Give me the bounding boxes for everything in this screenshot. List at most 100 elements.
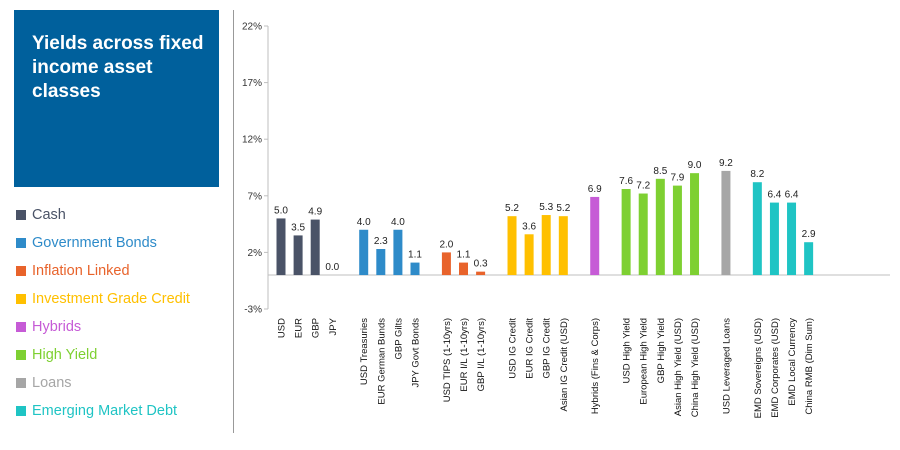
data-label: 6.4 — [785, 190, 799, 201]
x-tick-label: USD — [277, 318, 288, 338]
x-tick-label: GBP I/L (1-10yrs) — [476, 318, 487, 391]
legend-swatch — [16, 378, 26, 388]
legend-swatch — [16, 266, 26, 276]
bar — [359, 229, 369, 276]
legend-item: Inflation Linked — [14, 261, 229, 289]
bar — [459, 262, 469, 276]
bar — [276, 218, 286, 276]
bar — [721, 170, 731, 276]
bar — [804, 242, 814, 276]
data-label: 5.2 — [505, 203, 519, 214]
bar — [558, 216, 568, 276]
bar — [690, 173, 700, 276]
y-tick-label: 12% — [242, 135, 262, 146]
bar — [590, 196, 600, 276]
legend-label: Emerging Market Debt — [32, 403, 178, 419]
data-label: 0.0 — [325, 262, 339, 273]
bar — [293, 235, 303, 276]
x-tick-label: EUR I/L (1-10yrs) — [459, 318, 470, 392]
data-label: 2.9 — [802, 229, 816, 240]
legend-label: Government Bonds — [32, 235, 157, 251]
bar — [476, 271, 486, 276]
legend-item: Government Bonds — [14, 233, 229, 261]
legend-label: Inflation Linked — [32, 263, 130, 279]
legend-item: Investment Grade Credit — [14, 289, 229, 317]
x-tick-label: EMD Sovereigns (USD) — [753, 318, 764, 418]
data-label: 4.0 — [357, 217, 371, 228]
x-tick-label: EUR — [294, 318, 305, 338]
legend-swatch — [16, 350, 26, 360]
data-label: 9.2 — [719, 158, 733, 169]
bar — [752, 182, 762, 276]
bar — [376, 249, 386, 276]
data-label: 3.5 — [291, 222, 305, 233]
x-tick-label: Asian IG Credit (USD) — [559, 318, 570, 411]
x-tick-label: Hybrids (Fins & Corps) — [590, 318, 601, 414]
legend-label: High Yield — [32, 347, 98, 363]
x-tick-label: GBP Gilts — [393, 318, 404, 360]
data-label: 7.6 — [619, 176, 633, 187]
bar — [621, 189, 631, 276]
bar — [441, 252, 451, 276]
bar — [524, 234, 534, 276]
x-tick-label: China RMB (Dim Sum) — [804, 318, 815, 415]
x-tick-label: USD High Yield — [622, 318, 633, 383]
y-tick-label: 2% — [248, 248, 263, 259]
x-tick-label: JPY Govt Bonds — [411, 318, 422, 388]
bar — [507, 216, 517, 276]
y-tick-label: -3% — [244, 305, 262, 316]
legend-swatch — [16, 322, 26, 332]
bar — [672, 185, 682, 276]
bar — [655, 178, 665, 276]
title-box: Yields across fixed income asset classes — [14, 10, 219, 187]
x-tick-label: GBP IG Credit — [542, 318, 553, 379]
bar — [787, 202, 797, 276]
y-tick-label: 22% — [242, 22, 262, 33]
bar — [638, 193, 648, 276]
y-tick-label: 7% — [248, 191, 263, 202]
bar — [393, 229, 403, 276]
data-label: 7.2 — [636, 181, 650, 192]
legend-item: Emerging Market Debt — [14, 401, 229, 429]
data-label: 7.9 — [670, 173, 684, 184]
x-tick-label: EMD Corporates (USD) — [770, 318, 781, 418]
legend-label: Hybrids — [32, 319, 82, 335]
legend-swatch — [16, 406, 26, 416]
x-tick-label: EUR IG Credit — [525, 318, 536, 379]
x-tick-label: USD Treasuries — [359, 318, 370, 385]
data-label: 4.0 — [391, 217, 405, 228]
data-label: 6.4 — [767, 190, 781, 201]
legend-item: High Yield — [14, 345, 229, 373]
data-label: 5.3 — [539, 202, 553, 213]
legend-swatch — [16, 294, 26, 304]
legend-swatch — [16, 210, 26, 220]
x-tick-label: EUR German Bunds — [376, 318, 387, 405]
legend-item: Loans — [14, 373, 229, 401]
data-label: 1.1 — [408, 250, 422, 261]
x-tick-label: European High Yield — [639, 318, 650, 405]
data-label: 9.0 — [688, 160, 702, 171]
legend-label: Cash — [32, 207, 66, 223]
bar — [310, 219, 320, 276]
data-label: 0.3 — [474, 259, 488, 270]
legend-label: Loans — [32, 375, 72, 391]
data-label: 8.2 — [750, 169, 764, 180]
x-tick-label: USD Leveraged Loans — [721, 318, 732, 414]
data-label: 4.9 — [308, 207, 322, 218]
x-tick-label: EMD Local Currency — [787, 318, 798, 406]
legend-label: Investment Grade Credit — [32, 291, 190, 307]
data-label: 2.0 — [439, 239, 453, 250]
divider — [233, 10, 234, 433]
data-label: 1.1 — [457, 250, 471, 261]
legend-item: Hybrids — [14, 317, 229, 345]
x-tick-label: USD IG Credit — [508, 318, 519, 379]
chart-title: Yields across fixed income asset classes — [32, 33, 204, 102]
x-tick-label: GBP — [311, 318, 322, 338]
x-tick-label: USD TIPS (1-10yrs) — [442, 318, 453, 402]
data-label: 5.0 — [274, 205, 288, 216]
data-label: 3.6 — [522, 221, 536, 232]
bar — [541, 215, 551, 276]
bar — [769, 202, 779, 276]
data-label: 8.5 — [653, 166, 667, 177]
